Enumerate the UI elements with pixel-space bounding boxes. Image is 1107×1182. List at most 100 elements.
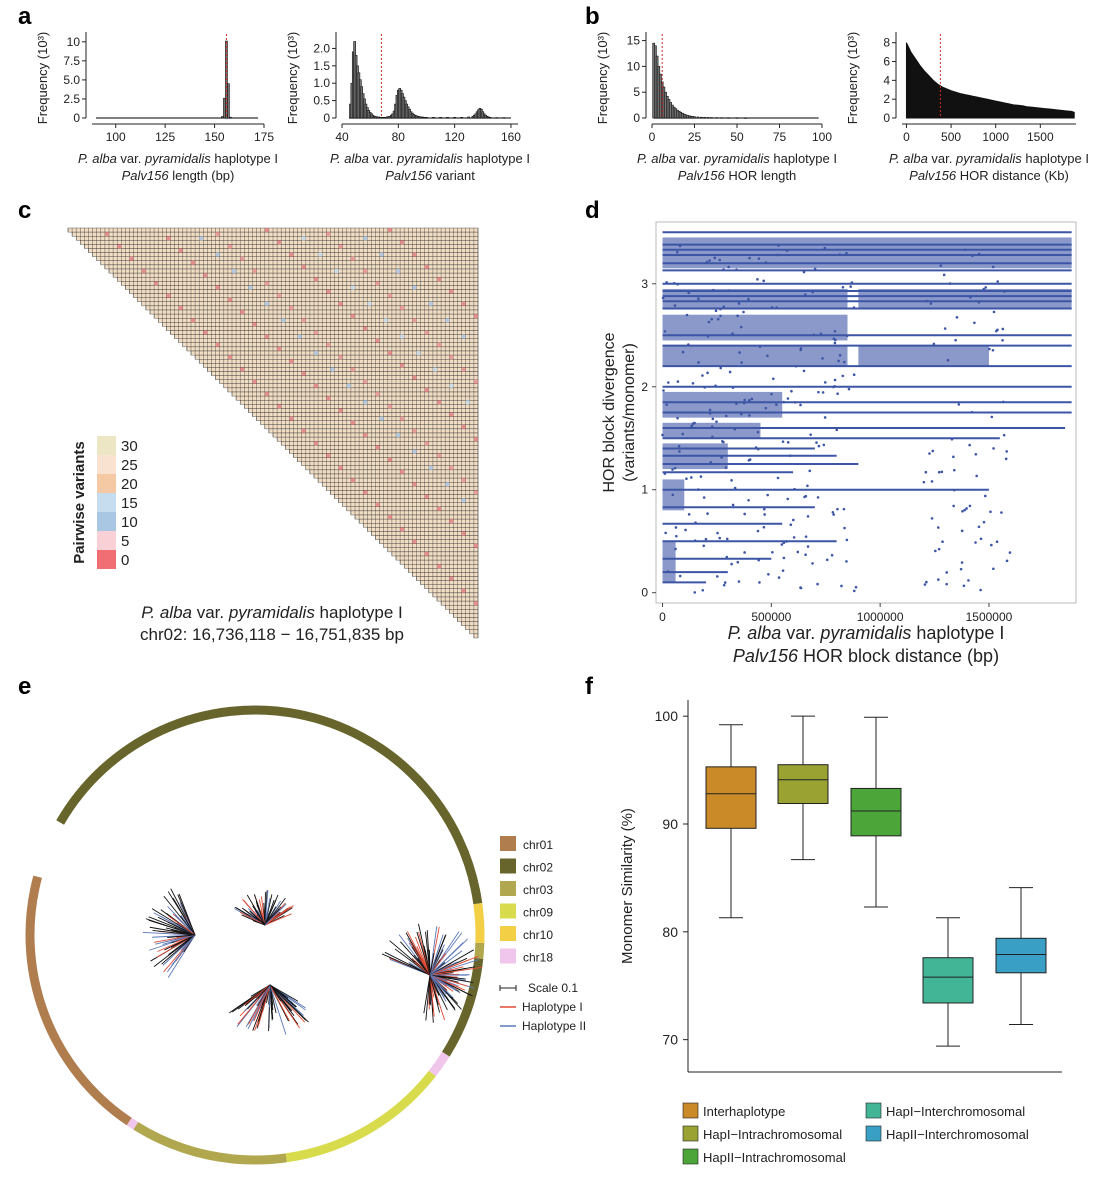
heatmap-low-cell bbox=[338, 465, 343, 470]
tree-branch bbox=[239, 911, 266, 926]
heatmap-row bbox=[317, 477, 479, 483]
data-point bbox=[705, 260, 709, 264]
y-tick-label: 1.5 bbox=[313, 59, 330, 73]
legend-label-chr09: chr09 bbox=[523, 906, 553, 920]
data-point bbox=[685, 477, 688, 480]
tree-branch bbox=[429, 974, 466, 991]
data-point bbox=[823, 381, 827, 384]
y-tick-label: 5 bbox=[633, 85, 640, 99]
heatmap-low-cell bbox=[387, 515, 392, 520]
data-point bbox=[923, 583, 927, 586]
heatmap-low-cell bbox=[412, 428, 417, 433]
data-point bbox=[716, 317, 720, 321]
panel-e-tree: chr01 chr02 chr03 chr09 chr10 chr18 Scale 0.1 H… bbox=[25, 705, 586, 1165]
heatmap-row bbox=[121, 281, 479, 286]
heatmap-mid-cell bbox=[445, 482, 450, 487]
legend-swatch bbox=[97, 512, 116, 531]
data-point bbox=[737, 302, 741, 305]
legend-tick-label: 5 bbox=[121, 533, 129, 550]
x-tick-label: 1000000 bbox=[857, 610, 904, 624]
data-point bbox=[982, 520, 986, 524]
data-point bbox=[806, 484, 809, 488]
data-point bbox=[799, 403, 802, 407]
data-point bbox=[722, 268, 725, 272]
data-point bbox=[674, 526, 678, 529]
data-point bbox=[802, 270, 806, 274]
data-point bbox=[945, 582, 948, 586]
heatmap-low-cell bbox=[240, 310, 245, 315]
heatmap-low-cell bbox=[203, 273, 208, 278]
heatmap-mid-cell bbox=[428, 301, 433, 306]
data-point bbox=[843, 360, 846, 364]
tree-branch bbox=[423, 974, 431, 1014]
panel-label-c: c bbox=[18, 197, 31, 224]
data-point bbox=[673, 304, 677, 307]
data-point bbox=[704, 537, 708, 541]
data-point bbox=[764, 406, 768, 410]
heatmap-low-cell bbox=[338, 301, 343, 306]
data-point bbox=[819, 332, 823, 336]
data-point bbox=[786, 497, 790, 501]
heatmap-mid-cell bbox=[330, 367, 335, 372]
data-point bbox=[766, 493, 769, 497]
heatmap-low-cell bbox=[449, 465, 454, 470]
data-point bbox=[942, 273, 946, 277]
data-point bbox=[929, 302, 933, 305]
data-point bbox=[762, 507, 766, 511]
heatmap-low-cell bbox=[449, 412, 454, 417]
tree-branch bbox=[429, 974, 447, 982]
point-cluster bbox=[662, 345, 848, 367]
heatmap-row bbox=[170, 330, 479, 335]
heatmap-low-cell bbox=[449, 519, 454, 524]
data-point bbox=[714, 309, 718, 313]
legend-swatch-chr03 bbox=[500, 881, 516, 896]
heatmap-low-cell bbox=[412, 539, 417, 544]
y-tick-label: 0 bbox=[323, 111, 330, 125]
tree-branch bbox=[210, 935, 243, 960]
data-point bbox=[754, 446, 758, 449]
heatmap-low-cell bbox=[461, 478, 466, 483]
heatmap-row bbox=[473, 633, 479, 639]
heatmap-mid-cell bbox=[350, 285, 355, 290]
data-point bbox=[822, 443, 826, 447]
data-point bbox=[690, 476, 693, 479]
heatmap-row bbox=[227, 387, 479, 393]
data-point bbox=[697, 488, 700, 491]
x-axis-label-line2: Palv156 HOR block distance (bp) bbox=[733, 646, 999, 666]
data-point bbox=[711, 288, 715, 292]
point-cluster bbox=[662, 314, 848, 341]
heatmap-row bbox=[235, 395, 479, 401]
y-tick-label: 2 bbox=[641, 380, 648, 394]
data-point bbox=[703, 386, 707, 389]
data-point bbox=[977, 252, 981, 256]
tree-branch bbox=[175, 930, 196, 936]
heatmap-low-cell bbox=[117, 244, 122, 249]
tree-branch bbox=[252, 920, 266, 926]
data-point bbox=[799, 348, 803, 352]
data-point bbox=[963, 248, 967, 252]
y-tick-label: 90 bbox=[662, 816, 678, 832]
heatmap-mid-cell bbox=[301, 236, 306, 241]
data-point bbox=[735, 268, 738, 272]
heatmap-low-cell bbox=[277, 404, 282, 409]
data-point bbox=[965, 507, 968, 510]
data-point bbox=[719, 307, 722, 311]
data-point bbox=[836, 507, 839, 511]
heatmap-row bbox=[293, 453, 479, 458]
heatmap-low-cell bbox=[400, 363, 405, 368]
point-cluster bbox=[662, 288, 848, 310]
heatmap-row bbox=[350, 510, 479, 516]
data-point bbox=[739, 325, 743, 329]
data-point bbox=[738, 351, 741, 354]
y-tick-label: 4 bbox=[883, 73, 890, 87]
data-point bbox=[722, 440, 725, 444]
legend-label-chr02: chr02 bbox=[523, 861, 553, 875]
legend-tick-label: 15 bbox=[121, 495, 138, 512]
heatmap-low-cell bbox=[338, 244, 343, 249]
heatmap-row bbox=[178, 338, 479, 343]
heatmap-row bbox=[104, 264, 479, 270]
data-point bbox=[830, 553, 834, 557]
bar bbox=[495, 117, 499, 119]
x-tick-label: 100 bbox=[812, 130, 832, 144]
tree-branch bbox=[429, 974, 446, 1021]
